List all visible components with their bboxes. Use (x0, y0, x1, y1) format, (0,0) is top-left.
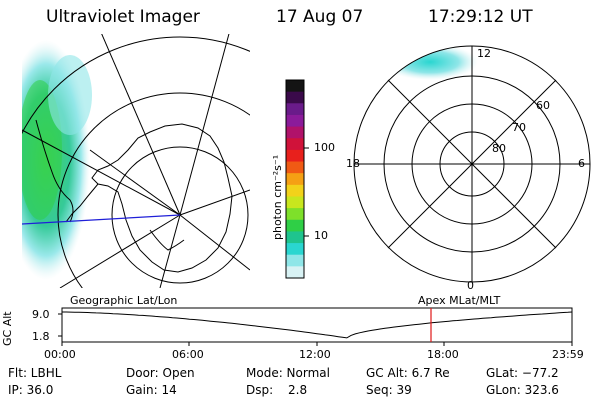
altitude-tick-low: 1.8 (32, 330, 50, 343)
colorbar-swatch (286, 149, 304, 163)
glon-status: GLon: 323.6 (486, 383, 559, 397)
lat-label-80: 80 (492, 142, 506, 155)
mlt-label-12: 12 (477, 47, 491, 60)
latitude-circles (22, 36, 250, 288)
mlt-label-6: 6 (578, 157, 585, 170)
time-tick-1200: 12:00 (299, 348, 331, 361)
colorbar-swatch (286, 219, 304, 233)
instrument-title: Ultraviolet Imager (46, 7, 200, 27)
sun-direction-line (22, 214, 181, 225)
polar-plot (353, 45, 591, 283)
time-label: 17:29:12 UT (428, 7, 533, 27)
colorbar-swatch (286, 161, 304, 174)
continent-outline (91, 123, 233, 273)
time-tick-1800: 18:00 (427, 348, 459, 361)
altitude-axis-label: GC Alt (1, 311, 14, 346)
time-tick-0600: 06:00 (172, 348, 204, 361)
colorbar-swatch (286, 114, 304, 128)
colorbar-swatch (286, 138, 304, 151)
mlt-label-0: 0 (467, 279, 474, 292)
colorbar-tick-10: 10 (314, 229, 328, 242)
colorbar-unit-label: photon cm⁻²s⁻¹ (271, 154, 284, 240)
glat-status: GLat: −77.2 (486, 366, 559, 380)
colorbar-swatch (286, 266, 304, 279)
colorbar-swatch (286, 231, 304, 244)
aurora-fringe (48, 55, 92, 135)
altitude-plot (58, 307, 573, 346)
altitude-tick-high: 9.0 (32, 308, 50, 321)
geographic-label: Geographic Lat/Lon (70, 294, 178, 307)
seq-status: Seq: 39 (366, 383, 412, 397)
colorbar-swatch (286, 91, 304, 104)
colorbar-swatch (286, 126, 304, 139)
mlt-label-18: 18 (346, 157, 360, 170)
colorbar-swatch (286, 254, 304, 267)
mode-status: Mode: Normal (246, 366, 330, 380)
gain-status: Gain: 14 (126, 383, 177, 397)
colorbar-swatch (286, 103, 304, 116)
colorbar-swatch (286, 243, 304, 256)
colorbar-swatch (286, 80, 304, 93)
dsp-label: Dsp: (246, 383, 274, 397)
altitude-curve (62, 311, 573, 339)
polar-spokes (354, 46, 590, 282)
time-tick-2359: 23:59 (552, 348, 584, 361)
time-tick-0000: 00:00 (44, 348, 76, 361)
colorbar-swatch (286, 196, 304, 209)
gc-alt-status: GC Alt: 6.7 Re (366, 366, 450, 380)
door-status: Door: Open (126, 366, 195, 380)
apex-label: Apex MLat/MLT (418, 294, 501, 307)
color-scale-bar (285, 79, 309, 279)
ip-status: IP: 36.0 (8, 383, 54, 397)
colorbar-swatch (286, 173, 304, 186)
peninsula-outline (65, 183, 99, 223)
meridian-lines (22, 34, 250, 288)
date-label: 17 Aug 07 (276, 7, 364, 27)
geographic-map (22, 34, 250, 288)
colorbar-swatch (286, 184, 304, 198)
colorbar-tick-100: 100 (314, 141, 335, 154)
lat-label-60: 60 (536, 99, 550, 112)
lat-label-70: 70 (512, 121, 526, 134)
south-america-outline (35, 119, 74, 223)
dsp-value: 2.8 (288, 383, 308, 397)
filter-status: Flt: LBHL (8, 366, 62, 380)
polar-emission (382, 46, 478, 80)
ice-shelf-outline (149, 229, 185, 251)
colorbar-swatch (286, 208, 304, 221)
